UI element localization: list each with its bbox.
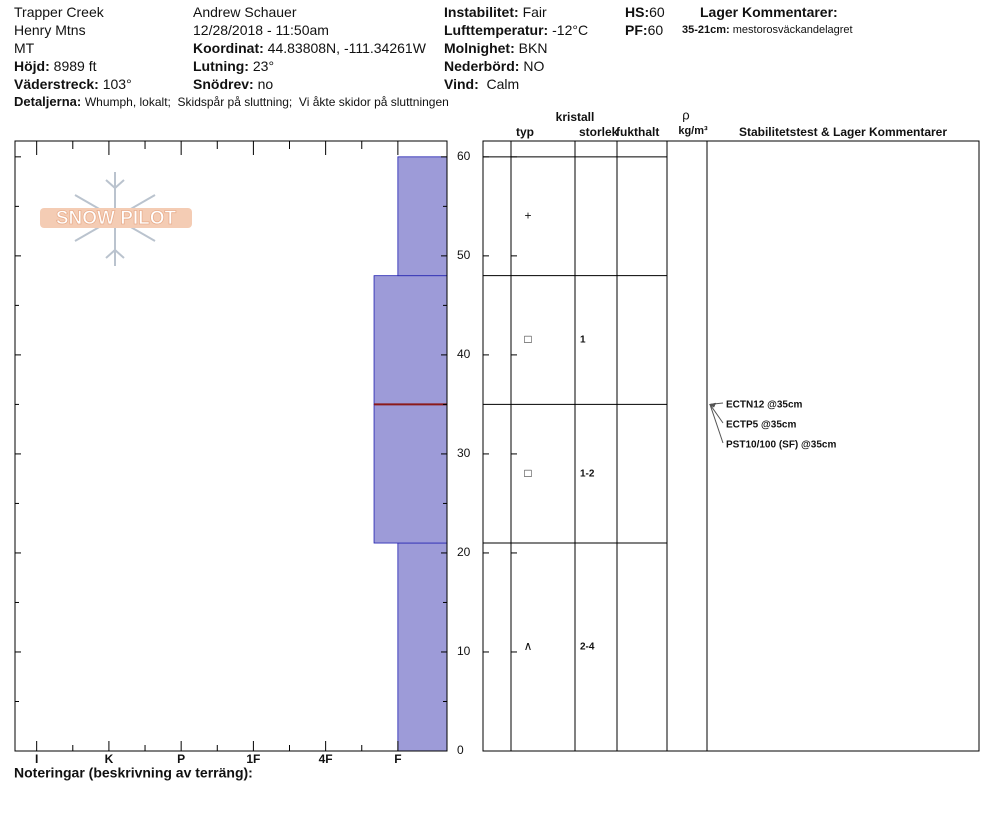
grain-type: □ <box>524 332 531 346</box>
grain-size: 2-4 <box>580 642 595 653</box>
x-tick-label: F <box>394 752 401 766</box>
value: 103° <box>102 76 132 92</box>
header-type: typ <box>516 125 534 139</box>
header-density-unit: kg/m³ <box>678 125 708 137</box>
x-tick-label: P <box>177 752 185 766</box>
header-density-symbol: ρ <box>682 107 689 122</box>
test-arrow <box>709 404 724 424</box>
grain-type: + <box>524 208 531 222</box>
grain-size: 1-2 <box>580 468 595 479</box>
label: Detaljerna: <box>14 94 82 109</box>
value: no <box>257 76 274 92</box>
slope: Lutning: 23° <box>193 58 274 74</box>
label: Snödrev: <box>193 76 254 92</box>
hardness-layer <box>373 404 448 544</box>
label: PF: <box>625 22 648 38</box>
notes-label: Noteringar (beskrivning av terräng): <box>14 765 253 781</box>
stability: Instabilitet: Fair <box>444 4 547 20</box>
y-tick-label: 60 <box>457 149 471 163</box>
label: Instabilitet: <box>444 4 519 20</box>
test-arrow <box>709 404 724 444</box>
x-tick-label: 4F <box>319 752 333 766</box>
label: Vind: <box>444 76 479 92</box>
value: NO <box>523 58 545 74</box>
hs: HS:60 <box>625 4 665 20</box>
value: 8989 ft <box>53 58 97 74</box>
header-comments: Stabilitetstest & Lager Kommentarer <box>739 125 947 139</box>
header-moisture: fukthalt <box>616 125 659 139</box>
y-tick-label: 30 <box>457 446 471 460</box>
hardness-layer <box>397 156 448 277</box>
value: Whumph, lokalt; Skidspår på sluttning; V… <box>84 95 449 109</box>
grain-type: ∧ <box>524 639 533 653</box>
y-tick-label: 0 <box>457 743 464 757</box>
label: Nederbörd: <box>444 58 520 74</box>
label: HS: <box>625 4 650 20</box>
value: 23° <box>252 58 275 74</box>
value: 60 <box>647 22 664 38</box>
test-label: PST10/100 (SF) @35cm <box>726 440 836 451</box>
value: 44.83808N, -111.34261W <box>267 40 426 56</box>
pf: PF:60 <box>625 22 663 38</box>
label: Väderstreck: <box>14 76 99 92</box>
hardness-layer <box>397 542 448 752</box>
location: Trapper Creek <box>14 4 104 20</box>
hardness-layer <box>373 275 448 405</box>
datetime: 12/28/2018 - 11:50am <box>193 22 329 38</box>
value: Fair <box>522 4 547 20</box>
test-label: ECTP5 @35cm <box>726 420 796 431</box>
precip: Nederbörd: NO <box>444 58 544 74</box>
x-tick-label: I <box>35 752 38 766</box>
table-frame <box>482 140 980 752</box>
y-tick-label: 50 <box>457 248 471 262</box>
label: Lufttemperatur: <box>444 22 549 38</box>
range: Henry Mtns <box>14 22 86 38</box>
logo-text: SNOW PILOT <box>56 208 177 229</box>
header-size: storlek <box>579 125 619 139</box>
wind-loading: Snödrev: no <box>193 76 273 92</box>
value: Calm <box>486 76 520 92</box>
details: Detaljerna: Whumph, lokalt; Skidspår på … <box>14 94 449 109</box>
range: 35-21cm: <box>682 24 730 36</box>
layer-comment: 35-21cm: mestorosväckandelagret <box>682 24 853 36</box>
wind: Vind: Calm <box>444 76 519 92</box>
state: MT <box>14 40 35 56</box>
x-tick-label: K <box>105 752 114 766</box>
aspect: Väderstreck: 103° <box>14 76 132 92</box>
x-tick-label: 1F <box>246 752 260 766</box>
value: 60 <box>649 4 665 20</box>
value: BKN <box>518 40 548 56</box>
grain-size: 1 <box>580 335 586 346</box>
value: -12°C <box>552 22 589 38</box>
test-arrowhead <box>709 402 716 408</box>
label: Lutning: <box>193 58 249 74</box>
sky: Molnighet: BKN <box>444 40 547 56</box>
elevation: Höjd: 8989 ft <box>14 58 96 74</box>
logo: SNOW PILOT <box>40 172 192 266</box>
header-crystal: kristall <box>556 110 595 124</box>
y-tick-label: 40 <box>457 347 471 361</box>
coordinates: Koordinat: 44.83808N, -111.34261W <box>193 40 426 56</box>
label: Molnighet: <box>444 40 515 56</box>
logo-band <box>40 208 192 228</box>
layer-comments-title: Lager Kommentarer: <box>700 4 838 20</box>
observer: Andrew Schauer <box>193 4 297 20</box>
profile-frame <box>14 140 448 752</box>
test-label: ECTN12 @35cm <box>726 400 803 411</box>
label: Koordinat: <box>193 40 264 56</box>
y-tick-label: 20 <box>457 545 471 559</box>
air-temp: Lufttemperatur: -12°C <box>444 22 588 38</box>
text: mestorosväckandelagret <box>732 24 853 36</box>
label: Höjd: <box>14 58 50 74</box>
grain-type: □ <box>524 466 531 480</box>
y-tick-label: 10 <box>457 644 471 658</box>
